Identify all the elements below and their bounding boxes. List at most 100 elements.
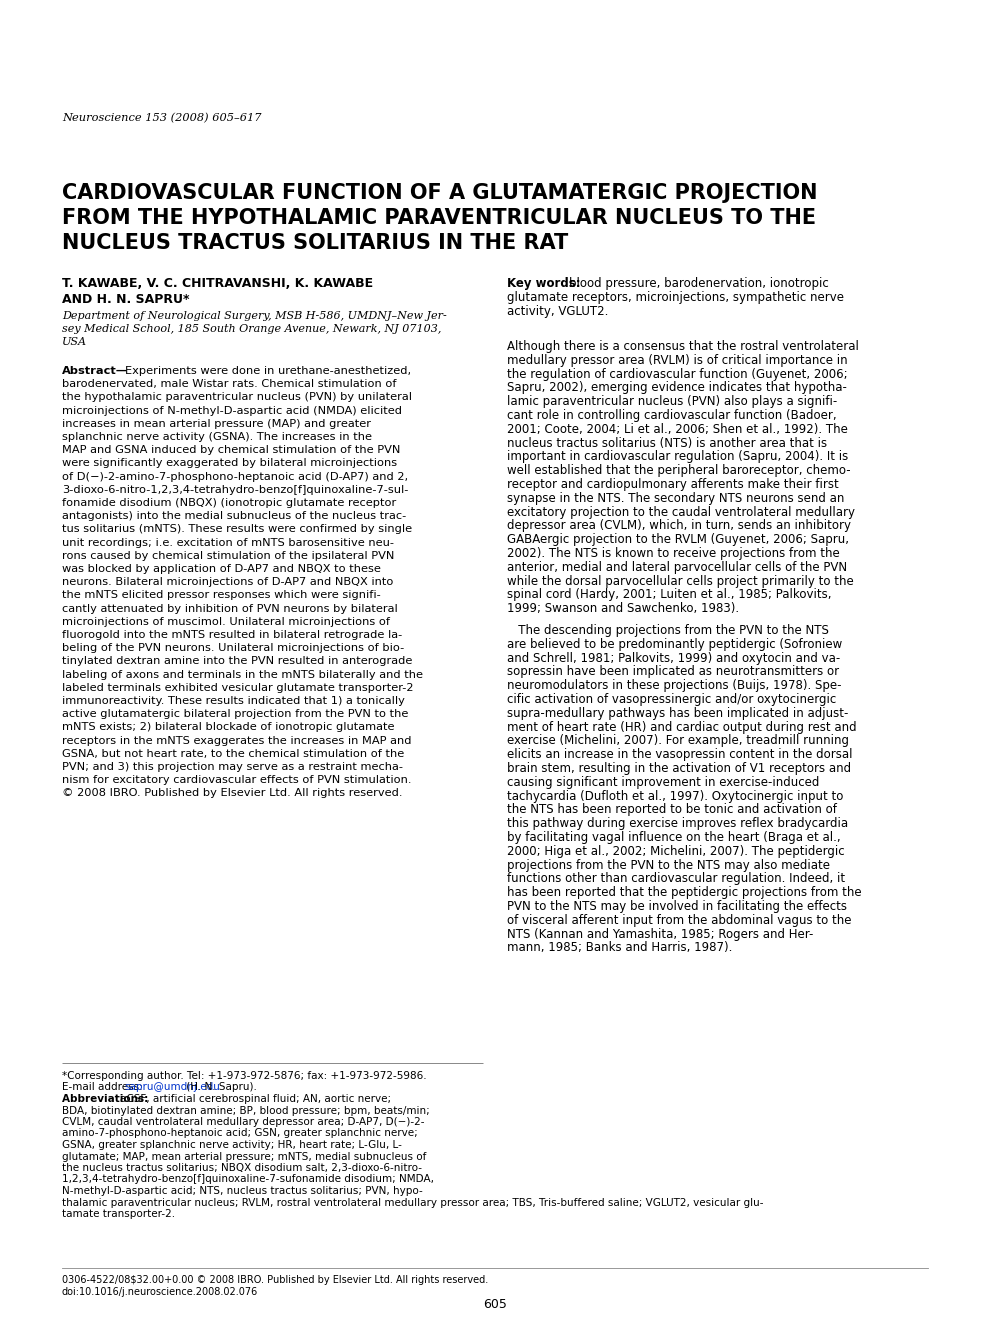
Text: glutamate; MAP, mean arterial pressure; mNTS, medial subnucleus of: glutamate; MAP, mean arterial pressure; … [62,1151,427,1162]
Text: projections from the PVN to the NTS may also mediate: projections from the PVN to the NTS may … [507,858,830,871]
Text: 0306-4522/08$32.00+0.00 © 2008 IBRO. Published by Elsevier Ltd. All rights reser: 0306-4522/08$32.00+0.00 © 2008 IBRO. Pub… [62,1275,488,1284]
Text: The descending projections from the PVN to the NTS: The descending projections from the PVN … [507,624,829,638]
Text: tus solitarius (mNTS). These results were confirmed by single: tus solitarius (mNTS). These results wer… [62,524,412,535]
Text: (H. N. Sapru).: (H. N. Sapru). [183,1082,256,1093]
Text: while the dorsal parvocellular cells project primarily to the: while the dorsal parvocellular cells pro… [507,574,853,587]
Text: labeled terminals exhibited vesicular glutamate transporter-2: labeled terminals exhibited vesicular gl… [62,682,414,693]
Text: NUCLEUS TRACTUS SOLITARIUS IN THE RAT: NUCLEUS TRACTUS SOLITARIUS IN THE RAT [62,234,568,253]
Text: nucleus tractus solitarius (NTS) is another area that is: nucleus tractus solitarius (NTS) is anot… [507,437,827,450]
Text: tamate transporter-2.: tamate transporter-2. [62,1209,175,1218]
Text: Abbreviations:: Abbreviations: [62,1094,151,1104]
Text: 3-dioxo-6-nitro-1,2,3,4-tetrahydro-benzo[f]quinoxaline-7-sul-: 3-dioxo-6-nitro-1,2,3,4-tetrahydro-benzo… [62,484,408,495]
Text: tinylated dextran amine into the PVN resulted in anterograde: tinylated dextran amine into the PVN res… [62,656,413,667]
Text: blood pressure, barodenervation, ionotropic: blood pressure, barodenervation, ionotro… [569,277,829,290]
Text: Abstract—: Abstract— [62,366,128,376]
Text: immunoreactivity. These results indicated that 1) a tonically: immunoreactivity. These results indicate… [62,696,405,706]
Text: increases in mean arterial pressure (MAP) and greater: increases in mean arterial pressure (MAP… [62,418,371,429]
Text: 2000; Higa et al., 2002; Michelini, 2007). The peptidergic: 2000; Higa et al., 2002; Michelini, 2007… [507,845,844,858]
Text: tachycardia (Dufloth et al., 1997). Oxytocinergic input to: tachycardia (Dufloth et al., 1997). Oxyt… [507,789,843,803]
Text: thalamic paraventricular nucleus; RVLM, rostral ventrolateral medullary pressor : thalamic paraventricular nucleus; RVLM, … [62,1197,763,1208]
Text: © 2008 IBRO. Published by Elsevier Ltd. All rights reserved.: © 2008 IBRO. Published by Elsevier Ltd. … [62,788,403,799]
Text: unit recordings; i.e. excitation of mNTS barosensitive neu-: unit recordings; i.e. excitation of mNTS… [62,537,394,548]
Text: of D(−)-2-amino-7-phosphono-heptanoic acid (D-AP7) and 2,: of D(−)-2-amino-7-phosphono-heptanoic ac… [62,471,408,482]
Text: barodenervated, male Wistar rats. Chemical stimulation of: barodenervated, male Wistar rats. Chemic… [62,379,397,389]
Text: splanchnic nerve activity (GSNA). The increases in the: splanchnic nerve activity (GSNA). The in… [62,432,372,442]
Text: PVN; and 3) this projection may serve as a restraint mecha-: PVN; and 3) this projection may serve as… [62,762,403,772]
Text: amino-7-phosphono-heptanoic acid; GSN, greater splanchnic nerve;: amino-7-phosphono-heptanoic acid; GSN, g… [62,1129,418,1138]
Text: Neuroscience 153 (2008) 605–617: Neuroscience 153 (2008) 605–617 [62,114,261,123]
Text: and Schrell, 1981; Palkovits, 1999) and oxytocin and va-: and Schrell, 1981; Palkovits, 1999) and … [507,652,841,664]
Text: are believed to be predominantly peptidergic (Sofroniew: are believed to be predominantly peptide… [507,638,842,651]
Text: anterior, medial and lateral parvocellular cells of the PVN: anterior, medial and lateral parvocellul… [507,561,847,574]
Text: glutamate receptors, microinjections, sympathetic nerve: glutamate receptors, microinjections, sy… [507,290,844,304]
Text: the NTS has been reported to be tonic and activation of: the NTS has been reported to be tonic an… [507,804,837,816]
Text: the nucleus tractus solitarius; NBQX disodium salt, 2,3-dioxo-6-nitro-: the nucleus tractus solitarius; NBQX dis… [62,1163,422,1173]
Text: spinal cord (Hardy, 2001; Luiten et al., 1985; Palkovits,: spinal cord (Hardy, 2001; Luiten et al.,… [507,589,832,602]
Text: CARDIOVASCULAR FUNCTION OF A GLUTAMATERGIC PROJECTION: CARDIOVASCULAR FUNCTION OF A GLUTAMATERG… [62,183,818,203]
Text: fonamide disodium (NBQX) (ionotropic glutamate receptor: fonamide disodium (NBQX) (ionotropic glu… [62,498,396,508]
Text: BDA, biotinylated dextran amine; BP, blood pressure; bpm, beats/min;: BDA, biotinylated dextran amine; BP, blo… [62,1106,430,1115]
Text: 1999; Swanson and Sawchenko, 1983).: 1999; Swanson and Sawchenko, 1983). [507,602,740,615]
Text: Although there is a consensus that the rostral ventrolateral: Although there is a consensus that the r… [507,341,859,352]
Text: aCSF, artificial cerebrospinal fluid; AN, aortic nerve;: aCSF, artificial cerebrospinal fluid; AN… [121,1094,392,1104]
Text: this pathway during exercise improves reflex bradycardia: this pathway during exercise improves re… [507,817,848,830]
Text: supra-medullary pathways has been implicated in adjust-: supra-medullary pathways has been implic… [507,706,848,719]
Text: the regulation of cardiovascular function (Guyenet, 2006;: the regulation of cardiovascular functio… [507,367,847,380]
Text: sopressin have been implicated as neurotransmitters or: sopressin have been implicated as neurot… [507,665,840,678]
Text: 605: 605 [483,1298,507,1311]
Text: Department of Neurological Surgery, MSB H-586, UMDNJ–New Jer-: Department of Neurological Surgery, MSB … [62,312,446,321]
Text: has been reported that the peptidergic projections from the: has been reported that the peptidergic p… [507,886,861,899]
Text: brain stem, resulting in the activation of V1 receptors and: brain stem, resulting in the activation … [507,762,851,775]
Text: lamic paraventricular nucleus (PVN) also plays a signifi-: lamic paraventricular nucleus (PVN) also… [507,395,838,408]
Text: exercise (Michelini, 2007). For example, treadmill running: exercise (Michelini, 2007). For example,… [507,734,849,747]
Text: receptors in the mNTS exaggerates the increases in MAP and: receptors in the mNTS exaggerates the in… [62,735,412,746]
Text: beling of the PVN neurons. Unilateral microinjections of bio-: beling of the PVN neurons. Unilateral mi… [62,643,404,653]
Text: MAP and GSNA induced by chemical stimulation of the PVN: MAP and GSNA induced by chemical stimula… [62,445,400,455]
Text: T. KAWABE, V. C. CHITRAVANSHI, K. KAWABE: T. KAWABE, V. C. CHITRAVANSHI, K. KAWABE [62,277,373,290]
Text: cantly attenuated by inhibition of PVN neurons by bilateral: cantly attenuated by inhibition of PVN n… [62,603,398,614]
Text: NTS (Kannan and Yamashita, 1985; Rogers and Her-: NTS (Kannan and Yamashita, 1985; Rogers … [507,928,814,941]
Text: 2002). The NTS is known to receive projections from the: 2002). The NTS is known to receive proje… [507,546,840,560]
Text: mann, 1985; Banks and Harris, 1987).: mann, 1985; Banks and Harris, 1987). [507,941,733,954]
Text: the mNTS elicited pressor responses which were signifi-: the mNTS elicited pressor responses whic… [62,590,381,601]
Text: sey Medical School, 185 South Orange Avenue, Newark, NJ 07103,: sey Medical School, 185 South Orange Ave… [62,323,442,334]
Text: of visceral afferent input from the abdominal vagus to the: of visceral afferent input from the abdo… [507,913,851,927]
Text: the hypothalamic paraventricular nucleus (PVN) by unilateral: the hypothalamic paraventricular nucleus… [62,392,412,403]
Text: AND H. N. SAPRU*: AND H. N. SAPRU* [62,293,189,306]
Text: neurons. Bilateral microinjections of D-AP7 and NBQX into: neurons. Bilateral microinjections of D-… [62,577,393,587]
Text: medullary pressor area (RVLM) is of critical importance in: medullary pressor area (RVLM) is of crit… [507,354,847,367]
Text: nism for excitatory cardiovascular effects of PVN stimulation.: nism for excitatory cardiovascular effec… [62,775,412,785]
Text: depressor area (CVLM), which, in turn, sends an inhibitory: depressor area (CVLM), which, in turn, s… [507,519,851,532]
Text: Sapru, 2002), emerging evidence indicates that hypotha-: Sapru, 2002), emerging evidence indicate… [507,381,846,395]
Text: N-methyl-D-aspartic acid; NTS, nucleus tractus solitarius; PVN, hypo-: N-methyl-D-aspartic acid; NTS, nucleus t… [62,1185,423,1196]
Text: neuromodulators in these projections (Buijs, 1978). Spe-: neuromodulators in these projections (Bu… [507,680,842,692]
Text: Experiments were done in urethane-anesthetized,: Experiments were done in urethane-anesth… [125,366,411,376]
Text: Key words:: Key words: [507,277,585,290]
Text: were significantly exaggerated by bilateral microinjections: were significantly exaggerated by bilate… [62,458,397,469]
Text: by facilitating vagal influence on the heart (Braga et al.,: by facilitating vagal influence on the h… [507,832,841,843]
Text: important in cardiovascular regulation (Sapru, 2004). It is: important in cardiovascular regulation (… [507,450,848,463]
Text: causing significant improvement in exercise-induced: causing significant improvement in exerc… [507,776,820,789]
Text: active glutamatergic bilateral projection from the PVN to the: active glutamatergic bilateral projectio… [62,709,408,719]
Text: GSNA, but not heart rate, to the chemical stimulation of the: GSNA, but not heart rate, to the chemica… [62,748,404,759]
Text: cant role in controlling cardiovascular function (Badoer,: cant role in controlling cardiovascular … [507,409,837,422]
Text: fluorogold into the mNTS resulted in bilateral retrograde la-: fluorogold into the mNTS resulted in bil… [62,630,402,640]
Text: functions other than cardiovascular regulation. Indeed, it: functions other than cardiovascular regu… [507,873,845,886]
Text: well established that the peripheral baroreceptor, chemo-: well established that the peripheral bar… [507,465,850,478]
Text: doi:10.1016/j.neuroscience.2008.02.076: doi:10.1016/j.neuroscience.2008.02.076 [62,1287,258,1298]
Text: excitatory projection to the caudal ventrolateral medullary: excitatory projection to the caudal vent… [507,506,855,519]
Text: USA: USA [62,337,87,347]
Text: CVLM, caudal ventrolateral medullary depressor area; D-AP7, D(−)-2-: CVLM, caudal ventrolateral medullary dep… [62,1117,425,1127]
Text: cific activation of vasopressinergic and/or oxytocinergic: cific activation of vasopressinergic and… [507,693,837,706]
Text: rons caused by chemical stimulation of the ipsilateral PVN: rons caused by chemical stimulation of t… [62,550,394,561]
Text: 2001; Coote, 2004; Li et al., 2006; Shen et al., 1992). The: 2001; Coote, 2004; Li et al., 2006; Shen… [507,422,847,436]
Text: was blocked by application of D-AP7 and NBQX to these: was blocked by application of D-AP7 and … [62,564,381,574]
Text: *Corresponding author. Tel: +1-973-972-5876; fax: +1-973-972-5986.: *Corresponding author. Tel: +1-973-972-5… [62,1071,427,1081]
Text: elicits an increase in the vasopressin content in the dorsal: elicits an increase in the vasopressin c… [507,748,852,762]
Text: mNTS exists; 2) bilateral blockade of ionotropic glutamate: mNTS exists; 2) bilateral blockade of io… [62,722,394,733]
Text: antagonists) into the medial subnucleus of the nucleus trac-: antagonists) into the medial subnucleus … [62,511,406,521]
Text: ment of heart rate (HR) and cardiac output during rest and: ment of heart rate (HR) and cardiac outp… [507,721,856,734]
Text: PVN to the NTS may be involved in facilitating the effects: PVN to the NTS may be involved in facili… [507,900,847,913]
Text: GSNA, greater splanchnic nerve activity; HR, heart rate; L-Glu, L-: GSNA, greater splanchnic nerve activity;… [62,1140,402,1150]
Text: activity, VGLUT2.: activity, VGLUT2. [507,305,609,318]
